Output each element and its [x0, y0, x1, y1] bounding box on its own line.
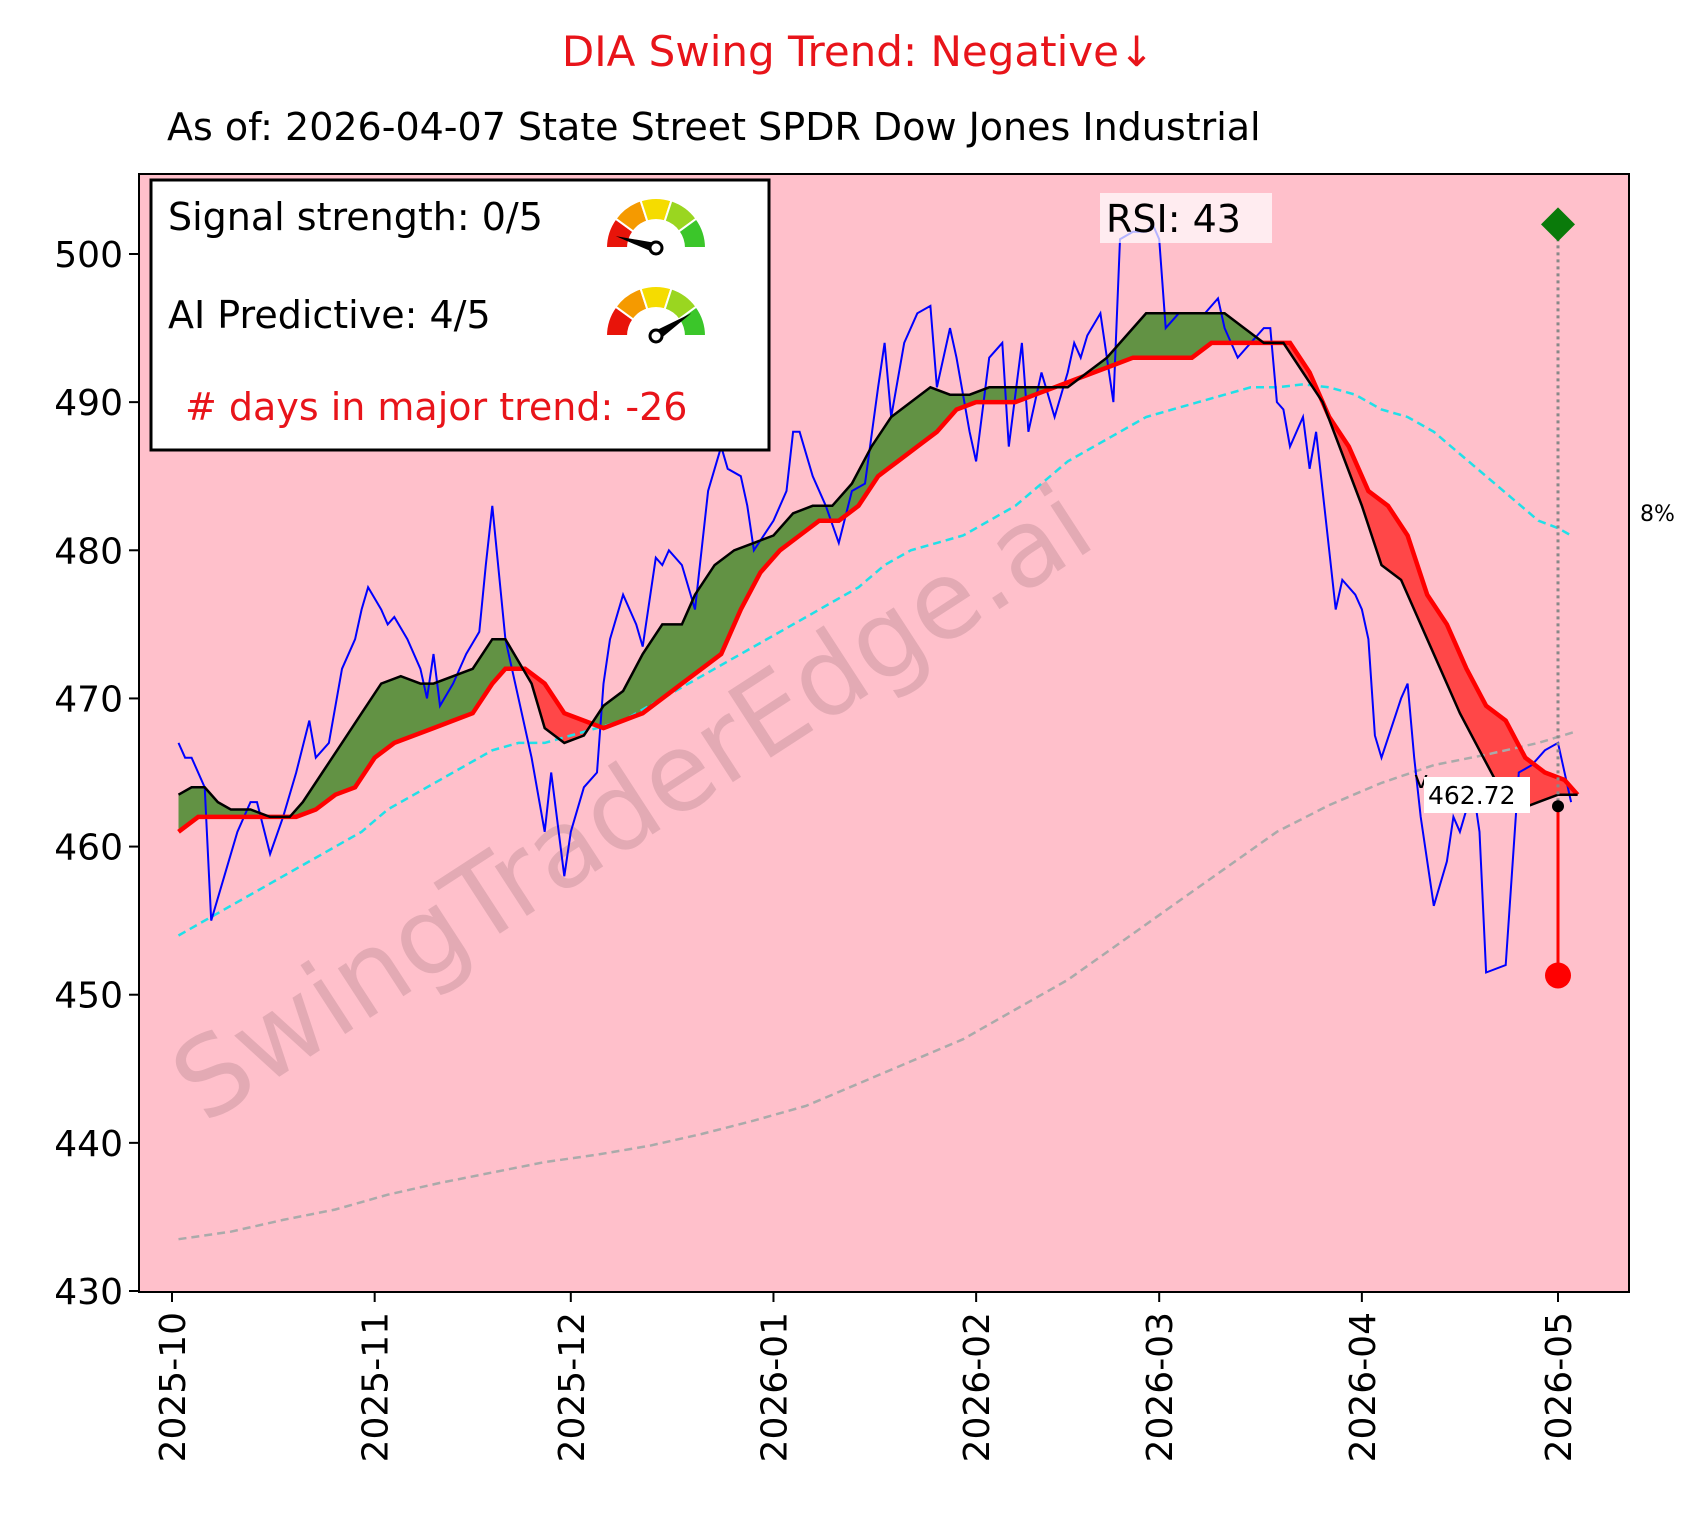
current-price-marker	[1552, 800, 1564, 813]
chart-subtitle: As of: 2026-04-07 State Street SPDR Dow …	[167, 105, 1261, 149]
ai-gauge-icon	[604, 285, 708, 344]
gauge-hub	[648, 240, 664, 256]
upper-target-marker	[1541, 207, 1575, 242]
rsi-label: RSI: 43	[1106, 197, 1241, 241]
x-tick-label: 2025-12	[552, 1312, 593, 1462]
last-price-label: 462.72	[1428, 781, 1515, 810]
plot-frame	[138, 173, 1630, 1293]
fast-trend-line	[177, 312, 1578, 819]
target-percent-label: 8%	[1640, 502, 1675, 527]
last-price-box	[1424, 777, 1530, 813]
slow-trend-line	[177, 340, 1580, 834]
x-tick-label: 2026-05	[1539, 1312, 1580, 1462]
x-tick-label: 2026-03	[1140, 1312, 1181, 1462]
rsi-box	[1100, 193, 1272, 243]
bullish-fill	[593, 386, 1058, 729]
y-tick-label: 450	[54, 976, 123, 1017]
x-tick-label: 2025-10	[153, 1312, 194, 1462]
signal-gauge-icon	[604, 197, 708, 256]
y-tick-label: 490	[54, 383, 123, 424]
lower-target-marker	[1545, 962, 1571, 989]
y-tick-label: 470	[54, 679, 123, 720]
x-axis: 2025-10 2025-11 2025-12 2026-01 2026-02 2026-…	[153, 1292, 1580, 1462]
y-tick-label: 430	[54, 1272, 123, 1313]
ma200-line	[178, 729, 1578, 1241]
chart-title: DIA Swing Trend: Negative↓	[562, 27, 1154, 76]
target-layer	[1541, 207, 1575, 989]
info-box: Signal strength: 0/5 AI Predictive: 4/5 …	[149, 178, 771, 452]
y-tick-label: 480	[54, 531, 123, 572]
gauge-hub	[648, 328, 664, 344]
ma50-line	[177, 383, 1572, 937]
info-box-frame	[149, 178, 771, 452]
ai-predictive-label: AI Predictive: 4/5	[168, 293, 491, 337]
signal-strength-label: Signal strength: 0/5	[168, 195, 543, 239]
y-axis: 430 440 450 460 470 480 490 500	[54, 235, 139, 1313]
x-tick-label: 2026-01	[754, 1312, 795, 1462]
y-tick-label: 500	[54, 235, 123, 276]
x-tick-label: 2026-04	[1343, 1312, 1384, 1462]
price-line	[177, 222, 1573, 974]
y-tick-label: 440	[54, 1124, 123, 1165]
x-tick-label: 2026-02	[957, 1312, 998, 1462]
days-in-trend-label: # days in major trend: -26	[185, 385, 687, 429]
series-line-layer	[177, 222, 1580, 1241]
x-tick-label: 2025-11	[356, 1312, 397, 1462]
gauge-segment	[677, 217, 708, 249]
gauge-needle	[615, 236, 658, 253]
y-tick-label: 460	[54, 828, 123, 869]
